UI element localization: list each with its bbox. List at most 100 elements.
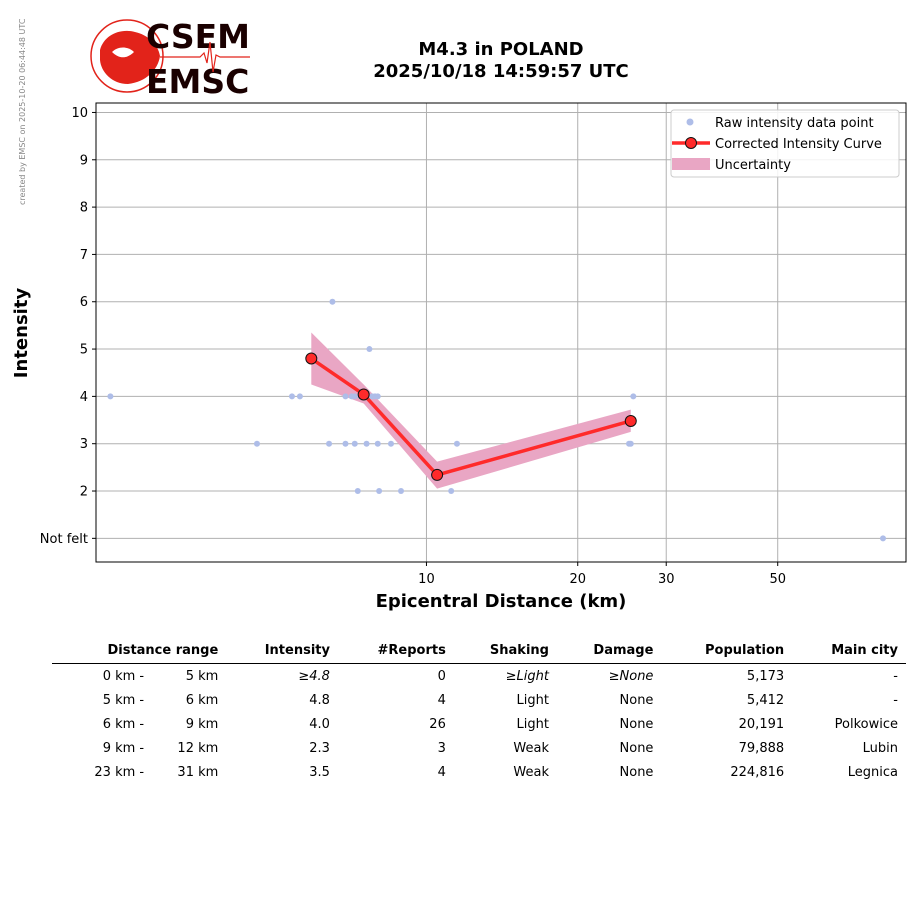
y-tick-label: 6 bbox=[80, 295, 88, 310]
table-row: 0 km - 5 km ≥4.8 0 ≥Light ≥None 5,173 - bbox=[52, 664, 906, 689]
cell-distance-from: 9 km - bbox=[102, 740, 145, 756]
cell-distance-to: 5 km bbox=[185, 668, 219, 684]
uncertainty-band-layer bbox=[311, 332, 631, 489]
y-axis-label: Intensity bbox=[11, 288, 32, 379]
y-tick-labels: Not felt 2 3 4 5 6 7 8 9 10 bbox=[40, 106, 96, 547]
legend-uncertainty-label: Uncertainty bbox=[715, 158, 791, 173]
raw-data-point bbox=[354, 488, 361, 495]
cell-intensity: 2.3 bbox=[309, 740, 330, 756]
raw-points-layer bbox=[107, 298, 887, 542]
cell-damage: None bbox=[619, 692, 654, 708]
y-tick-label: 4 bbox=[80, 390, 88, 405]
logo-globe-map bbox=[100, 30, 160, 84]
cell-reports: 0 bbox=[437, 668, 446, 684]
raw-data-point bbox=[329, 298, 336, 305]
cell-reports: 4 bbox=[437, 764, 446, 780]
logo-globe-outline bbox=[90, 19, 164, 93]
raw-data-point bbox=[398, 488, 405, 495]
uncertainty-band bbox=[311, 332, 631, 489]
cell-main-city: Legnica bbox=[847, 764, 898, 780]
raw-data-point bbox=[342, 440, 349, 447]
curve-point-marker bbox=[305, 352, 318, 365]
header-damage: Damage bbox=[556, 640, 662, 664]
cell-reports: 26 bbox=[429, 716, 446, 732]
cell-shaking: Weak bbox=[513, 764, 549, 780]
raw-data-point bbox=[366, 346, 373, 353]
raw-data-point bbox=[376, 488, 383, 495]
y-tick-label: 8 bbox=[80, 201, 88, 216]
raw-data-point bbox=[374, 440, 381, 447]
cell-population: 79,888 bbox=[738, 740, 785, 756]
raw-data-point bbox=[107, 393, 114, 400]
table-header-row: Distance range Intensity #Reports Shakin… bbox=[52, 640, 906, 664]
header-population: Population bbox=[661, 640, 793, 664]
y-tick-label: 2 bbox=[80, 485, 88, 500]
raw-data-point bbox=[351, 440, 358, 447]
legend-raw-label: Raw intensity data point bbox=[715, 116, 874, 131]
emsc-logo: CSEM EMSC bbox=[90, 17, 250, 101]
cell-distance-to: 12 km bbox=[177, 740, 219, 756]
y-tick-label: 3 bbox=[80, 437, 88, 452]
cell-intensity: 4.0 bbox=[309, 716, 330, 732]
cell-reports: 4 bbox=[437, 692, 446, 708]
cell-distance-to: 31 km bbox=[177, 764, 219, 780]
cell-distance-from: 6 km - bbox=[102, 716, 145, 732]
x-tick-label: 30 bbox=[658, 572, 675, 587]
header-intensity: Intensity bbox=[226, 640, 338, 664]
grid-lines bbox=[96, 103, 906, 562]
x-tick-label: 20 bbox=[569, 572, 586, 587]
chart-title: M4.3 in POLAND bbox=[418, 39, 583, 60]
table-row: 6 km - 9 km 4.0 26 Light None 20,191 Polkowice bbox=[52, 712, 906, 736]
cell-shaking: Light bbox=[516, 716, 549, 732]
intensity-summary-table: Distance range Intensity #Reports Shakin… bbox=[52, 640, 906, 784]
cell-reports: 3 bbox=[437, 740, 446, 756]
cell-population: 20,191 bbox=[738, 716, 785, 732]
legend-raw-marker bbox=[686, 118, 694, 126]
chart-subtitle: 2025/10/18 14:59:57 UTC bbox=[373, 61, 629, 82]
raw-data-point bbox=[453, 440, 460, 447]
raw-data-point bbox=[363, 440, 370, 447]
cell-main-city: Lubin bbox=[862, 740, 898, 756]
y-tick-label: Not felt bbox=[40, 532, 88, 547]
header-main-city: Main city bbox=[792, 640, 906, 664]
cell-shaking: Light bbox=[516, 692, 549, 708]
cell-damage: None bbox=[619, 740, 654, 756]
raw-data-point bbox=[880, 535, 887, 542]
cell-intensity: ≥4.8 bbox=[298, 668, 330, 684]
table-row: 23 km - 31 km 3.5 4 Weak None 224,816 Legnica bbox=[52, 760, 906, 784]
curve-point-marker bbox=[624, 414, 637, 427]
x-tick-labels: 10 20 30 50 bbox=[418, 562, 786, 587]
x-tick-label: 10 bbox=[418, 572, 435, 587]
cell-distance-to: 6 km bbox=[185, 692, 219, 708]
logo-text-csem: CSEM bbox=[146, 17, 250, 56]
raw-data-point bbox=[351, 393, 358, 400]
cell-main-city: Polkowice bbox=[834, 716, 898, 732]
legend: Raw intensity data point Corrected Inten… bbox=[670, 109, 900, 178]
header-distance-range: Distance range bbox=[52, 640, 227, 664]
y-tick-label: 10 bbox=[71, 106, 88, 121]
raw-data-point bbox=[448, 488, 455, 495]
raw-data-point bbox=[374, 393, 381, 400]
y-tick-label: 9 bbox=[80, 153, 88, 168]
legend-uncertainty-swatch bbox=[672, 158, 710, 170]
raw-data-point bbox=[288, 393, 295, 400]
raw-data-point bbox=[296, 393, 303, 400]
raw-data-point bbox=[627, 440, 634, 447]
curve-point-marker bbox=[431, 468, 444, 481]
cell-distance-from: 5 km - bbox=[102, 692, 145, 708]
raw-data-point bbox=[387, 440, 394, 447]
y-tick-label: 7 bbox=[80, 248, 88, 263]
cell-distance-to: 9 km bbox=[185, 716, 219, 732]
x-axis-label: Epicentral Distance (km) bbox=[376, 591, 627, 612]
logo-text-emsc: EMSC bbox=[146, 62, 249, 101]
table-body: 0 km - 5 km ≥4.8 0 ≥Light ≥None 5,173 - 5 km - 6 … bbox=[52, 664, 906, 785]
header-reports: #Reports bbox=[337, 640, 454, 664]
raw-data-point bbox=[326, 440, 333, 447]
cell-distance-from: 0 km - bbox=[102, 668, 145, 684]
y-tick-label: 5 bbox=[80, 343, 88, 358]
cell-main-city: - bbox=[893, 692, 898, 708]
legend-box bbox=[670, 109, 900, 178]
raw-data-point bbox=[342, 393, 349, 400]
raw-data-point bbox=[630, 393, 637, 400]
